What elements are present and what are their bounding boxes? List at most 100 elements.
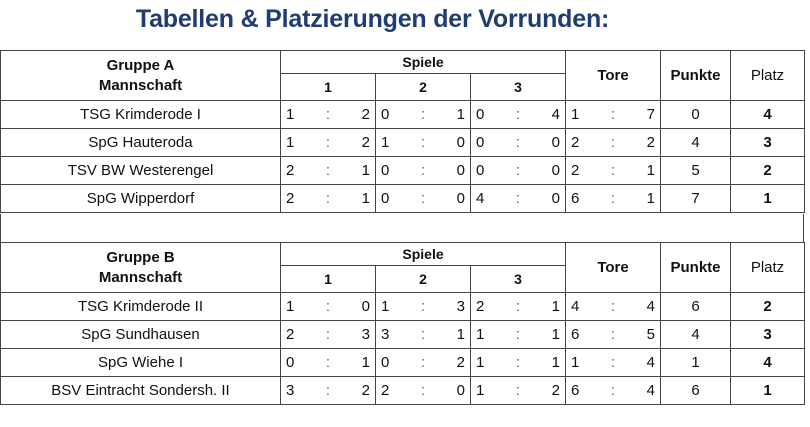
score-away: 1 bbox=[646, 162, 655, 179]
game-score: 2: 1 bbox=[469, 292, 567, 321]
score-colon: : bbox=[325, 190, 331, 207]
score-colon: : bbox=[325, 326, 331, 343]
platz-header: Platz bbox=[730, 50, 806, 101]
platz-value: 4 bbox=[730, 100, 806, 129]
game-score: 1: 1 bbox=[469, 348, 567, 377]
score-away: 1 bbox=[551, 298, 561, 315]
tore-score: 1: 4 bbox=[565, 348, 662, 377]
team-name: TSG Krimderode II bbox=[0, 292, 281, 321]
game-score: 2: 1 bbox=[280, 156, 376, 185]
game-score: 0: 0 bbox=[375, 156, 471, 185]
score-colon: : bbox=[420, 106, 426, 123]
score-away: 0 bbox=[361, 298, 370, 315]
tore-score: 4: 4 bbox=[565, 292, 662, 321]
punkte-value: 6 bbox=[660, 292, 732, 321]
score-away: 4 bbox=[646, 298, 655, 315]
score-home: 1 bbox=[476, 382, 485, 399]
score-home: 1 bbox=[476, 354, 485, 371]
game-header: 1 bbox=[280, 265, 376, 293]
score-home: 1 bbox=[286, 134, 295, 151]
score-away: 1 bbox=[551, 326, 561, 343]
score-away: 2 bbox=[361, 382, 370, 399]
score-away: 2 bbox=[361, 134, 370, 151]
game-score: 2: 3 bbox=[280, 320, 376, 349]
score-home: 2 bbox=[571, 134, 580, 151]
team-name: SpG Hauteroda bbox=[0, 128, 281, 157]
group-separator bbox=[0, 214, 804, 242]
platz-value: 1 bbox=[730, 184, 806, 213]
score-away: 1 bbox=[456, 106, 465, 123]
score-colon: : bbox=[515, 162, 521, 179]
score-colon: : bbox=[610, 354, 616, 371]
score-away: 2 bbox=[361, 106, 370, 123]
platz-value: 3 bbox=[730, 128, 806, 157]
score-away: 1 bbox=[361, 354, 370, 371]
platz-value: 2 bbox=[730, 156, 806, 185]
spiele-header: Spiele bbox=[279, 50, 567, 74]
table-row: SpG Sundhausen 2:3 3:1 1:1 6:5 4 3 bbox=[0, 320, 806, 349]
game-score: 0: 2 bbox=[375, 348, 471, 377]
score-colon: : bbox=[420, 134, 426, 151]
punkte-value: 6 bbox=[660, 376, 732, 405]
score-away: 3 bbox=[456, 298, 465, 315]
game-score: 4: 0 bbox=[469, 184, 567, 213]
score-home: 0 bbox=[476, 134, 485, 151]
score-colon: : bbox=[420, 354, 426, 371]
punkte-header: Punkte bbox=[660, 242, 732, 293]
score-colon: : bbox=[420, 162, 426, 179]
punkte-value: 5 bbox=[660, 156, 732, 185]
table-row: SpG Wipperdorf 2:1 0:0 4:0 6:1 7 1 bbox=[0, 184, 806, 213]
score-home: 4 bbox=[476, 190, 485, 207]
game-score: 1: 3 bbox=[375, 292, 471, 321]
score-home: 1 bbox=[571, 106, 580, 123]
score-colon: : bbox=[515, 354, 521, 371]
score-home: 2 bbox=[286, 162, 295, 179]
game-score: 0: 4 bbox=[469, 100, 567, 129]
score-colon: : bbox=[610, 326, 616, 343]
group-name: Gruppe B bbox=[106, 248, 175, 266]
page-title: Tabellen & Platzierungen der Vorrunden: bbox=[135, 5, 610, 33]
game-score: 1: 2 bbox=[280, 100, 376, 129]
score-colon: : bbox=[325, 106, 331, 123]
game-score: 2: 1 bbox=[280, 184, 376, 213]
tore-score: 2: 2 bbox=[565, 128, 662, 157]
score-away: 0 bbox=[456, 190, 465, 207]
score-home: 6 bbox=[571, 326, 580, 343]
score-away: 7 bbox=[646, 106, 655, 123]
score-home: 0 bbox=[381, 190, 390, 207]
score-away: 1 bbox=[646, 190, 655, 207]
table-row: TSG Krimderode II 1: 0 1:3 2:1 4:4 6 2 bbox=[0, 292, 806, 321]
score-home: 2 bbox=[381, 382, 390, 399]
score-home: 1 bbox=[381, 134, 390, 151]
score-colon: : bbox=[325, 298, 331, 315]
score-away: 0 bbox=[551, 162, 561, 179]
score-colon: : bbox=[325, 134, 331, 151]
score-away: 5 bbox=[646, 326, 655, 343]
score-colon: : bbox=[515, 382, 521, 399]
group-header: Gruppe B Mannschaft bbox=[0, 242, 281, 293]
score-home: 3 bbox=[286, 382, 295, 399]
tore-header: Tore bbox=[565, 50, 662, 101]
team-name: SpG Sundhausen bbox=[0, 320, 281, 349]
team-column-header: Mannschaft bbox=[98, 268, 183, 286]
score-home: 1 bbox=[286, 106, 295, 123]
score-colon: : bbox=[420, 190, 426, 207]
score-home: 0 bbox=[476, 162, 485, 179]
score-away: 0 bbox=[551, 134, 561, 151]
score-away: 4 bbox=[551, 106, 561, 123]
score-away: 0 bbox=[551, 190, 561, 207]
group-b-table: Gruppe B Mannschaft Spiele Tore Punkte Platz 1… bbox=[0, 242, 806, 405]
game-score: 1: 2 bbox=[469, 376, 567, 405]
score-colon: : bbox=[515, 190, 521, 207]
score-away: 0 bbox=[456, 134, 465, 151]
platz-value: 2 bbox=[730, 292, 806, 321]
score-colon: : bbox=[325, 382, 331, 399]
game-header: 2 bbox=[375, 265, 471, 293]
punkte-value: 7 bbox=[660, 184, 732, 213]
punkte-value: 4 bbox=[660, 320, 732, 349]
game-header: 3 bbox=[469, 73, 567, 101]
table-row: SpG Hauteroda 1:2 1:0 0:0 2:2 4 3 bbox=[0, 128, 806, 157]
score-away: 3 bbox=[361, 326, 370, 343]
tore-score: 1: 7 bbox=[565, 100, 662, 129]
